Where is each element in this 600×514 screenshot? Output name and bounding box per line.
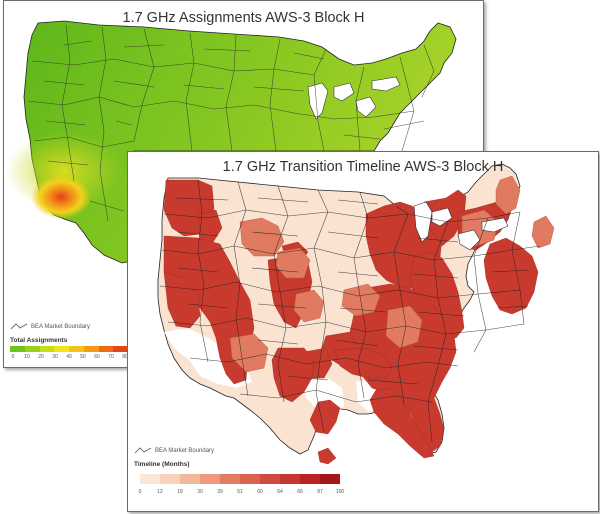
transition-legend-ticks: 0 12 18 30 39 51 60 64 66 87 100: [130, 489, 350, 495]
assignments-legend-tick-label: 30: [52, 354, 58, 360]
transition-color-ramp: [140, 474, 340, 484]
transition-legend-tick-label: 51: [237, 489, 243, 495]
boundary-line-icon: [134, 447, 152, 454]
transition-legend-tick-label: 100: [335, 489, 345, 495]
assignments-map: [6, 20, 457, 264]
great-lakes: [413, 201, 509, 251]
great-lakes: [307, 76, 401, 120]
transition-legend-swatch: [220, 474, 240, 484]
transition-legend-swatch: [140, 474, 160, 484]
assignments-legend-swatch: [113, 346, 128, 352]
assignments-legend-swatch: [10, 346, 25, 352]
assignments-boundary-legend-label: BEA Market Boundary: [31, 323, 91, 330]
assignments-legend-ticks: 0 10 20 30 40 50 60 70 80: [6, 354, 132, 360]
transition-legend-tick-label: 87: [317, 489, 323, 495]
assignments-legend-swatch: [98, 346, 114, 352]
transition-legend-tick-label: 39: [217, 489, 223, 495]
assignments-legend-swatch: [39, 346, 55, 352]
transition-legend-tick-label: 0: [138, 489, 142, 495]
assignments-legend-tick-label: 60: [94, 354, 100, 360]
transition-boundary-legend-label: BEA Market Boundary: [155, 447, 215, 454]
assignments-legend-tick-label: 10: [24, 354, 30, 360]
transition-legend-tick-label: 60: [257, 489, 263, 495]
assignments-legend-swatch: [24, 346, 40, 352]
assignments-legend-swatch: [54, 346, 69, 352]
assignments-boundary-legend: BEA Market Boundary: [10, 323, 90, 330]
bea-boundaries: [27, 24, 435, 222]
assignments-legend-title: Total Assignments: [10, 337, 68, 344]
timeline-high-regions: [163, 179, 539, 465]
transition-legend-swatch: [180, 474, 200, 484]
transition-legend-swatch: [160, 474, 180, 484]
transition-legend-swatch: [320, 474, 340, 484]
transition-legend-tick-label: 18: [177, 489, 183, 495]
us-landmass: [6, 20, 457, 264]
assignments-map-title: 1.7 GHz Assignments AWS-3 Block H: [122, 10, 365, 26]
transition-legend-tick-label: 12: [157, 489, 163, 495]
assignments-legend-tick-label: 70: [108, 354, 114, 360]
transition-map: [157, 163, 555, 465]
transition-legend-title: Timeline (Months): [134, 461, 190, 468]
transition-legend-tick-label: 64: [277, 489, 283, 495]
transition-legend-swatch: [300, 474, 320, 484]
assignments-color-ramp: [10, 346, 128, 352]
bea-boundaries: [159, 179, 541, 443]
assignments-legend-swatch: [83, 346, 99, 352]
transition-map-panel: 1.7 GHz Transition Timeline AWS-3 Block …: [127, 151, 599, 512]
boundary-line-icon: [10, 323, 28, 330]
assignments-legend-tick-label: 0: [11, 354, 15, 360]
transition-boundary-legend: BEA Market Boundary: [134, 447, 214, 454]
timeline-mid-regions: [229, 175, 555, 373]
assignments-legend-tick-label: 50: [80, 354, 86, 360]
transition-legend-swatch: [260, 474, 280, 484]
assignments-legend-tick-label: 20: [38, 354, 44, 360]
assignments-legend-tick-label: 80: [122, 354, 128, 360]
assignments-legend-tick-label: 40: [66, 354, 72, 360]
transition-legend-tick-label: 66: [297, 489, 303, 495]
transition-map-title: 1.7 GHz Transition Timeline AWS-3 Block …: [222, 159, 504, 175]
transition-legend-tick-label: 30: [197, 489, 203, 495]
assignments-legend-swatch: [69, 346, 84, 352]
transition-legend-swatch: [240, 474, 260, 484]
transition-legend-swatch: [200, 474, 220, 484]
transition-legend-swatch: [280, 474, 300, 484]
